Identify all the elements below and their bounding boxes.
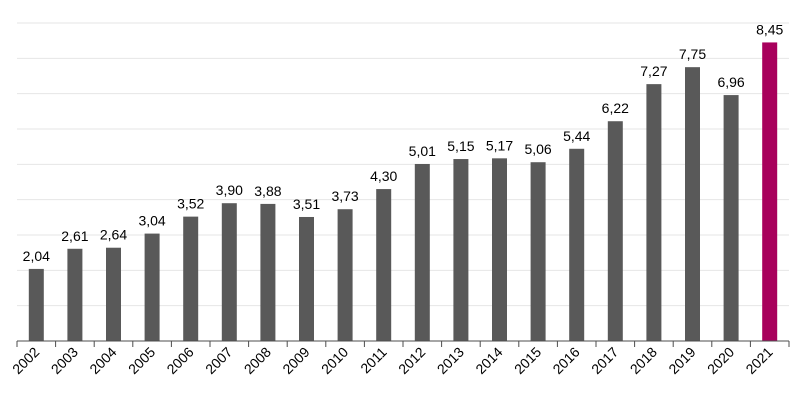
x-tick-label-2013: 2013 xyxy=(434,344,467,377)
value-label-2015: 5,06 xyxy=(524,141,551,157)
value-label-2006: 3,52 xyxy=(177,196,204,212)
x-tick-label-2017: 2017 xyxy=(588,344,621,377)
value-label-2021: 8,45 xyxy=(756,21,783,37)
value-label-2018: 7,27 xyxy=(640,63,667,79)
value-label-2005: 3,04 xyxy=(138,213,165,229)
bar-2012 xyxy=(414,163,430,341)
value-label-2019: 7,75 xyxy=(679,46,706,62)
x-tick-label-2019: 2019 xyxy=(665,344,698,377)
value-label-2016: 5,44 xyxy=(563,128,590,144)
value-label-2007: 3,90 xyxy=(216,182,243,198)
value-label-2002: 2,04 xyxy=(23,248,50,264)
bar-2014 xyxy=(492,158,507,341)
bar-2020 xyxy=(723,95,739,341)
x-tick-label-2009: 2009 xyxy=(279,344,312,377)
x-tick-label-2011: 2011 xyxy=(357,344,390,377)
bar-2018 xyxy=(646,84,662,342)
x-tick-label-2018: 2018 xyxy=(627,344,660,377)
x-tick-label-2006: 2006 xyxy=(163,344,196,377)
bar-2002 xyxy=(28,268,44,341)
x-tick-label-2012: 2012 xyxy=(395,344,428,377)
x-tick-label-2014: 2014 xyxy=(472,344,505,377)
bar-2007 xyxy=(221,203,237,341)
x-tick-label-2004: 2004 xyxy=(86,344,119,377)
bar-2021 xyxy=(762,42,778,341)
bar-2008 xyxy=(260,203,276,341)
bar-2016 xyxy=(569,148,585,341)
bar-2017 xyxy=(607,121,623,341)
bar-2003 xyxy=(67,248,83,341)
value-label-2020: 6,96 xyxy=(717,74,744,90)
x-tick-label-2020: 2020 xyxy=(704,344,737,377)
value-label-2013: 5,15 xyxy=(447,138,474,154)
x-tick-label-2010: 2010 xyxy=(318,344,351,377)
x-tick-label-2016: 2016 xyxy=(549,344,582,377)
x-tick-label-2008: 2008 xyxy=(241,344,274,377)
bar-2009 xyxy=(299,216,314,341)
bar-2004 xyxy=(106,247,121,341)
value-label-2004: 2,64 xyxy=(100,227,127,243)
x-tick-label-2021: 2021 xyxy=(742,344,775,377)
value-label-2003: 2,61 xyxy=(61,228,88,244)
bar-2015 xyxy=(530,162,546,341)
value-label-2008: 3,88 xyxy=(254,183,281,199)
bars xyxy=(28,42,778,342)
value-label-2017: 6,22 xyxy=(602,100,629,116)
x-tick-label-2005: 2005 xyxy=(125,344,158,377)
x-tick-label-2015: 2015 xyxy=(511,344,544,377)
bar-2013 xyxy=(453,159,469,341)
value-labels: 2,04 2,61 2,64 3,04 3,52 3,90 3,88 3,51 3,73 4,30… xyxy=(23,21,784,263)
x-tick-label-2003: 2003 xyxy=(48,344,81,377)
value-label-2009: 3,51 xyxy=(293,196,320,212)
bar-2011 xyxy=(376,189,392,341)
bar-2010 xyxy=(337,209,353,341)
x-axis: 2002 2003 2004 2005 2006 2007 2008 2009 2010 2011… xyxy=(9,340,790,377)
value-label-2014: 5,17 xyxy=(486,137,513,153)
value-label-2012: 5,01 xyxy=(409,143,436,159)
bar-2005 xyxy=(144,233,160,341)
x-tick-label-2007: 2007 xyxy=(202,344,235,377)
bar-2019 xyxy=(685,67,700,342)
x-tick-label-2002: 2002 xyxy=(9,344,42,377)
bar-2006 xyxy=(183,216,199,341)
value-label-2010: 3,73 xyxy=(331,188,358,204)
gridlines xyxy=(17,22,789,307)
value-label-2011: 4,30 xyxy=(370,168,397,184)
